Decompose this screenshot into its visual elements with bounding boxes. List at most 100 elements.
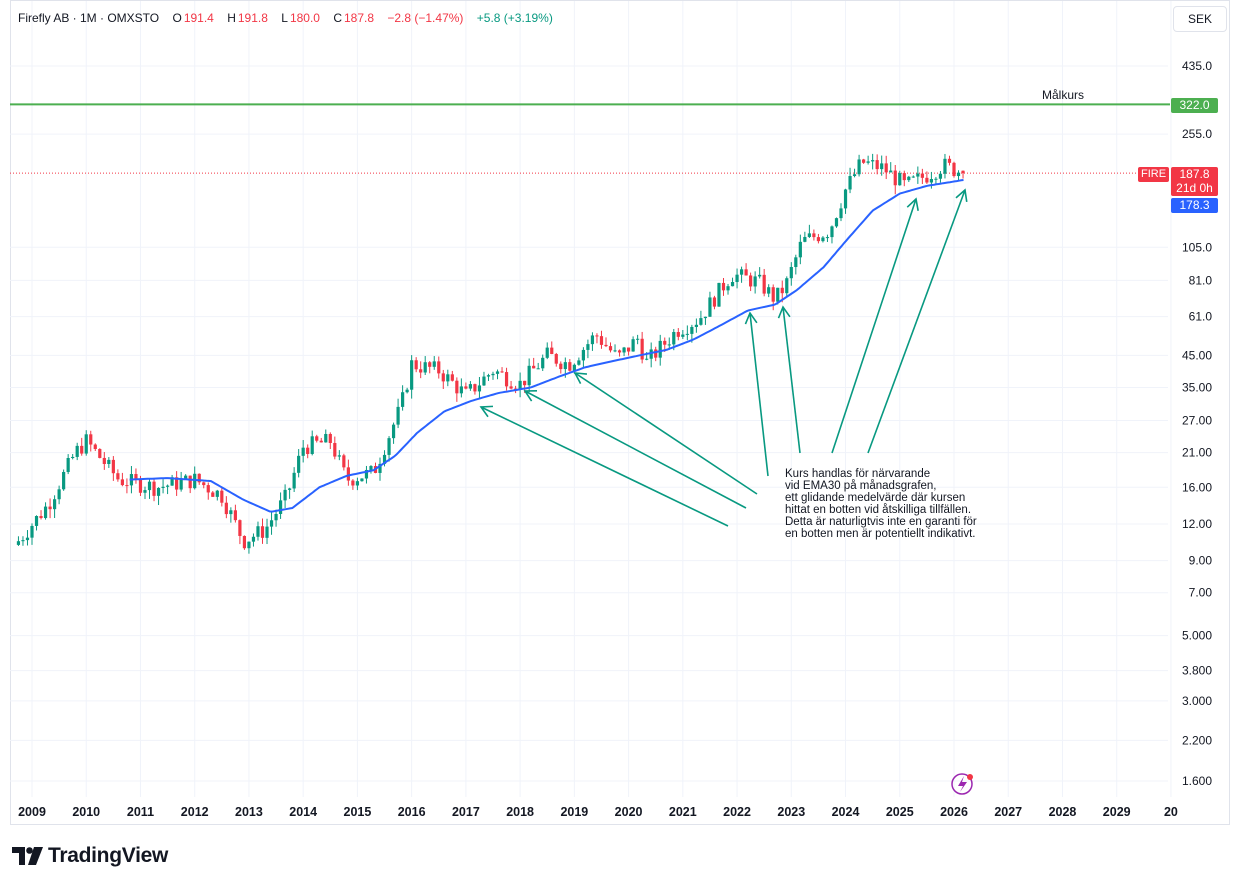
candle-body — [419, 369, 423, 373]
candle-body — [798, 241, 802, 258]
candle-body — [812, 233, 816, 238]
candle-body — [640, 338, 644, 360]
candle-body — [947, 158, 952, 163]
candle-body — [681, 334, 685, 337]
candle-body — [875, 160, 879, 170]
candle-body — [645, 358, 649, 360]
candle-body — [961, 170, 965, 174]
y-tick-label: 61.0 — [1189, 310, 1213, 324]
candle-body — [147, 481, 152, 491]
x-tick-label: 2009 — [18, 805, 46, 819]
candle-body — [25, 537, 30, 541]
candle-body — [319, 440, 323, 443]
candle-body — [351, 480, 355, 486]
candle-body — [39, 515, 43, 519]
candle-body — [410, 360, 414, 390]
candle-body — [608, 346, 613, 351]
candle-body — [636, 338, 640, 340]
candle-body — [333, 442, 337, 457]
annotation-arrow — [524, 390, 747, 509]
candle-body — [30, 525, 34, 538]
candle-body — [721, 282, 726, 291]
candle-body — [71, 456, 75, 459]
y-tick-label: 3.000 — [1182, 694, 1212, 708]
candle-body — [794, 257, 798, 268]
y-axis[interactable]: 1.600 2.200 3.000 3.800 5.000 7.00 9.00 12.00 16… — [1182, 59, 1212, 788]
annotation-arrowhead — [955, 188, 968, 202]
candle-body — [690, 326, 694, 334]
x-tick-label: 20 — [1164, 805, 1178, 819]
candle-body — [188, 475, 192, 489]
events-icon — [951, 773, 973, 795]
x-tick-label: 2014 — [289, 805, 317, 819]
annotation-arrow — [831, 198, 917, 454]
y-tick-label: 5.000 — [1182, 629, 1212, 643]
candle-body — [622, 347, 626, 353]
candle-body — [599, 336, 604, 345]
lightning-icon — [958, 776, 967, 792]
x-tick-label: 2024 — [832, 805, 860, 819]
annotation-arrow — [574, 372, 758, 495]
candle-body — [545, 347, 549, 358]
x-tick-label: 2027 — [994, 805, 1022, 819]
candle-body — [102, 457, 106, 464]
candle-body — [265, 526, 269, 538]
open-label: O — [172, 11, 182, 25]
candle-body — [871, 160, 875, 162]
candle-body — [66, 458, 70, 472]
candle-body — [238, 520, 242, 536]
tradingview-logo[interactable]: TradingView — [12, 843, 168, 869]
candle-body — [568, 362, 572, 371]
candle-body — [834, 218, 839, 227]
candle-body — [753, 276, 757, 287]
candle-body — [839, 208, 843, 219]
annotation-arrows[interactable] — [479, 188, 968, 527]
candle-body — [224, 502, 228, 515]
candle-body — [288, 488, 292, 490]
candle-body — [328, 433, 332, 443]
candle-body — [658, 340, 662, 358]
annotation-text[interactable]: Kurs handlas för närvarande vid EMA30 på… — [785, 468, 977, 540]
last-price-value: 187.8 — [1179, 167, 1210, 181]
x-axis[interactable]: 2009 2010 2011 2012 2013 2014 2015 2016 2017 2018… — [18, 805, 1178, 819]
annotation-arrowhead — [906, 197, 919, 211]
candle-body — [866, 161, 870, 163]
candle-body — [925, 177, 929, 183]
candle-body — [500, 371, 504, 373]
currency-button[interactable]: SEK — [1173, 6, 1227, 32]
candle-body — [346, 467, 350, 481]
last-price-tag: 187.8 21d 0h — [1171, 167, 1218, 196]
candle-body — [405, 389, 409, 393]
annotation-arrow — [782, 306, 801, 454]
candle-body — [712, 297, 717, 307]
candle-body — [762, 274, 766, 294]
candle-body — [739, 269, 744, 275]
candle-body — [233, 510, 237, 521]
candle-body — [613, 350, 617, 352]
countdown-value: 21d 0h — [1176, 181, 1213, 195]
candle-body — [220, 490, 224, 503]
candle-body — [776, 287, 780, 302]
candle-body — [685, 333, 689, 335]
candle-body — [649, 349, 653, 359]
x-tick-label: 2010 — [72, 805, 100, 819]
y-tick-label: 16.00 — [1182, 480, 1212, 494]
candle-body — [654, 349, 658, 358]
candle-body — [694, 324, 698, 327]
candle-body — [206, 485, 210, 493]
y-tick-label: 12.00 — [1182, 517, 1212, 531]
candle-body — [57, 489, 61, 500]
candle-body — [297, 455, 301, 473]
annotation-arrowhead — [744, 311, 758, 325]
symbol-title[interactable]: Firefly AB · 1M · OMXSTO — [18, 11, 160, 25]
candle-body — [708, 297, 712, 317]
candle-body — [21, 540, 25, 542]
candle-body — [143, 490, 147, 493]
candle-body — [663, 340, 667, 345]
candle-body — [48, 506, 52, 510]
ema30-line — [129, 179, 964, 513]
candle-body — [477, 385, 482, 392]
candle-body — [432, 361, 436, 367]
open-value: 191.4 — [183, 11, 214, 25]
